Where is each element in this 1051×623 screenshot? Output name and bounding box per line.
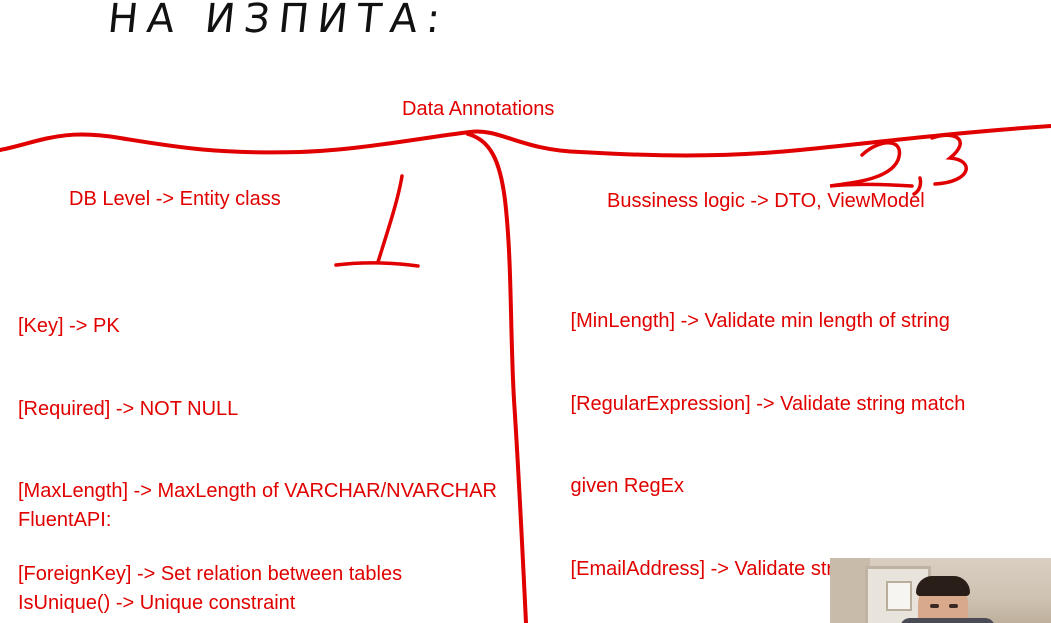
divider-wave xyxy=(0,124,1051,158)
vertical-divider xyxy=(466,132,528,623)
list-item: [Key] -> PK xyxy=(18,315,120,337)
left-section-title: DB Level -> Entity class xyxy=(69,188,281,210)
handwritten-heading: НА ИЗПИТА: xyxy=(105,0,452,42)
list-item: IsUnique() -> Unique constraint xyxy=(18,591,296,614)
list-item: [Required] -> NOT NULL xyxy=(18,397,239,420)
right-section-title: Bussiness logic -> DTO, ViewModel xyxy=(607,190,925,212)
webcam-background-wall xyxy=(830,558,870,623)
fluent-api-list: FluentAPI: IsUnique() -> Unique constrai… xyxy=(18,452,455,623)
list-item: [MinLength] -> Validate min length of st… xyxy=(565,310,950,332)
webcam-overlay xyxy=(830,558,1051,623)
list-item: given RegEx xyxy=(565,475,684,497)
presenter-hair xyxy=(916,576,970,596)
list-item: [RegularExpression] -> Validate string m… xyxy=(565,392,966,415)
handwritten-number-one xyxy=(334,174,420,268)
list-item: [ForeignKey] -> Set relation between tab… xyxy=(18,562,403,585)
handwritten-number-three xyxy=(930,133,968,186)
handwritten-number-two xyxy=(829,141,914,188)
list-item: [MaxLength] -> MaxLength of VARCHAR/NVAR… xyxy=(18,480,497,502)
left-annotations-list: [Key] -> PK [Required] -> NOT NULL [MaxL… xyxy=(18,258,497,623)
handwritten-comma xyxy=(912,176,923,196)
center-title: Data Annotations xyxy=(402,98,555,120)
fluent-api-title: FluentAPI: xyxy=(18,509,112,531)
presenter-shirt xyxy=(900,618,995,623)
